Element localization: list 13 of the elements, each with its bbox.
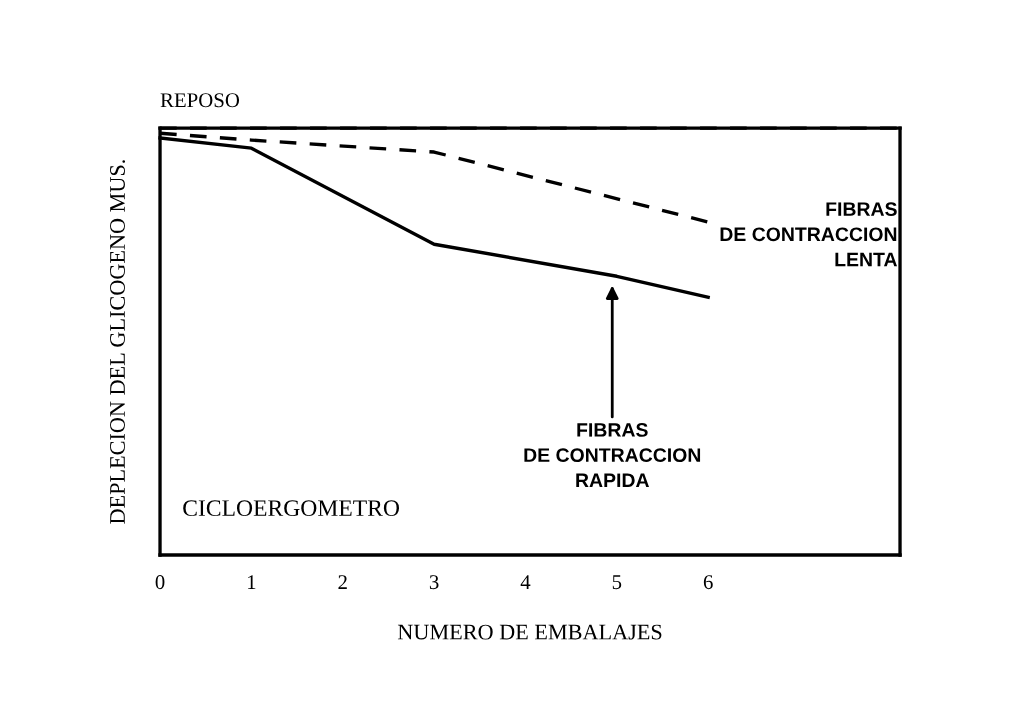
x-axis-title: NUMERO DE EMBALAJES [397, 624, 662, 640]
x-tick-label: 5 [612, 575, 622, 590]
x-tick-label: 4 [520, 575, 531, 589]
y-axis-title: DEPLECION DEL GLICOGENO MUS. [110, 160, 126, 524]
x-tick-label: 0 [155, 575, 165, 590]
x-tick-label: 1 [248, 575, 256, 589]
x-tick-label: 6 [703, 575, 713, 590]
series-label: FIBRAS DE CONTRACCION LENTA [720, 202, 898, 267]
series-label: REPOSO [160, 93, 240, 108]
text: FIBRAS DE CONTRACCION RAPIDA [524, 423, 701, 487]
x-tick-label: 3 [429, 575, 439, 590]
annotation: CICLOERGOMETRO [183, 500, 399, 517]
x-tick-label: 2 [338, 575, 347, 589]
